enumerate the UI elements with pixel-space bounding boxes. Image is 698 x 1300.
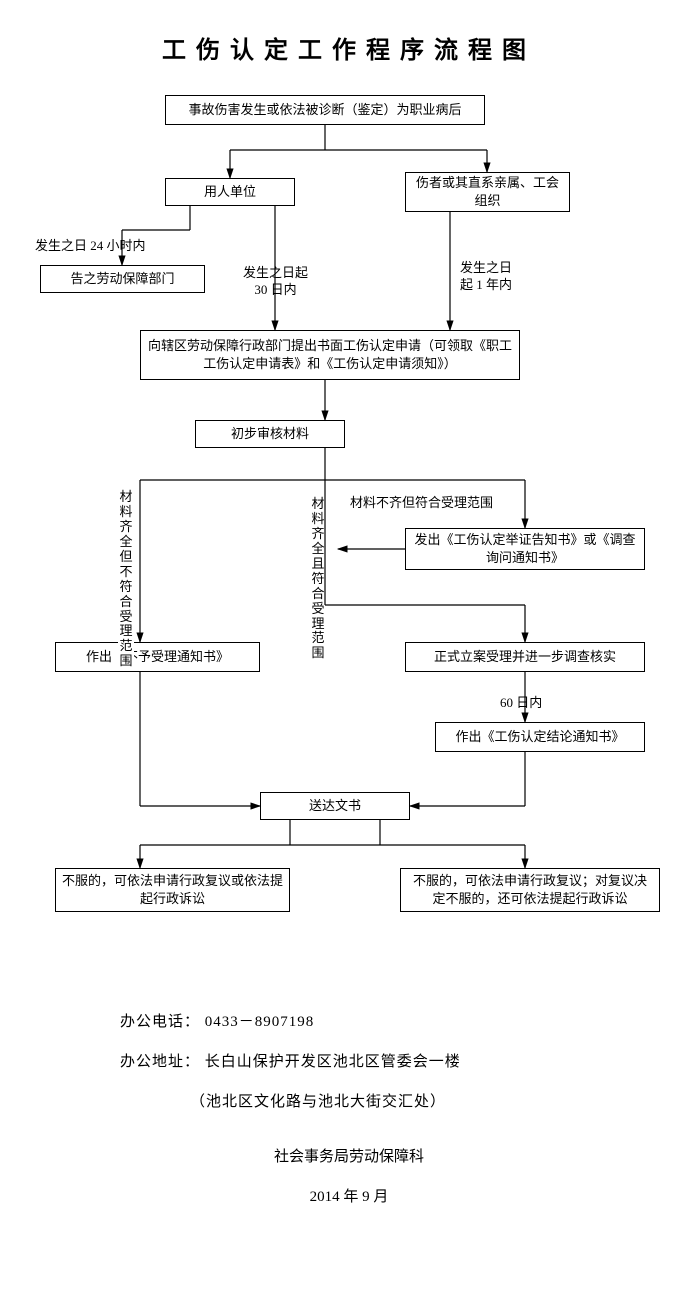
flowchart-arrows bbox=[0, 0, 698, 1300]
